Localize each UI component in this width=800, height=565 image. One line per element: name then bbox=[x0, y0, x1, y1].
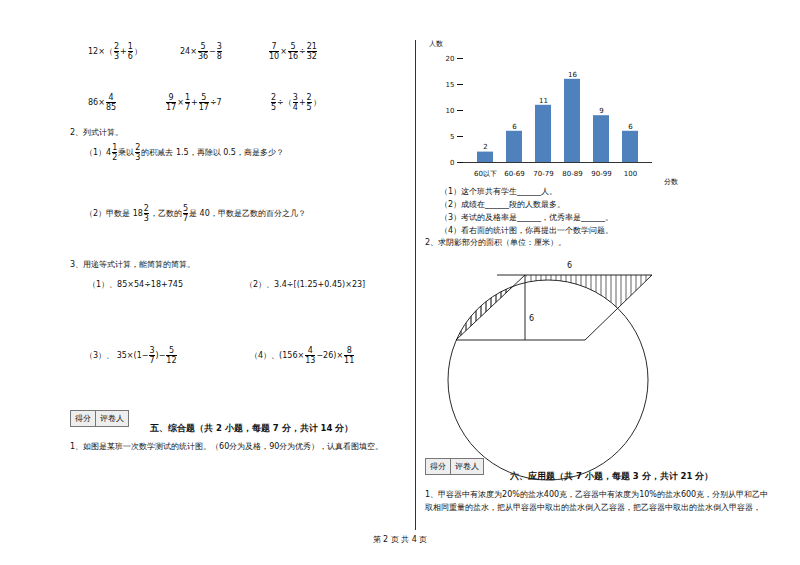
html-text:86×: 86× bbox=[88, 98, 105, 107]
html-text:5: 5 bbox=[306, 103, 312, 112]
html-text:六、应用题（共 7 小题，每题 3 分，共计 21 分）: 六、应用题（共 7 小题，每题 3 分，共计 21 分） bbox=[510, 471, 714, 481]
html-text:8: 8 bbox=[216, 52, 222, 61]
svg-text:分数: 分数 bbox=[664, 178, 678, 186]
html-text:12: 12 bbox=[166, 356, 177, 365]
html-text:3: 3 bbox=[216, 42, 222, 51]
html-text:（2）甲数是 18: （2）甲数是 18 bbox=[85, 209, 143, 218]
html-text:7: 7 bbox=[149, 356, 155, 365]
html-text:2: 2 bbox=[271, 93, 277, 102]
html-text:4: 4 bbox=[307, 346, 313, 355]
html-text:是 40，甲数是乙数的百分之几？: 是 40，甲数是乙数的百分之几？ bbox=[189, 209, 306, 218]
html-text:24×: 24× bbox=[180, 47, 197, 56]
html-text:5: 5 bbox=[271, 103, 277, 112]
html-text:6: 6 bbox=[567, 261, 573, 270]
html-text:3: 3 bbox=[143, 214, 149, 223]
svg-text:16: 16 bbox=[568, 71, 577, 79]
html-text:7: 7 bbox=[182, 214, 188, 223]
html-text:5: 5 bbox=[200, 42, 206, 51]
html-text:的积减去 1.5，再除以 0.5，商是多少？: 的积减去 1.5，再除以 0.5，商是多少？ bbox=[141, 148, 284, 157]
html-text:2: 2 bbox=[112, 153, 118, 162]
html-text:5: 5 bbox=[182, 204, 188, 213]
svg-text:100: 100 bbox=[624, 170, 637, 178]
svg-text:20: 20 bbox=[446, 55, 455, 63]
html-text:7: 7 bbox=[184, 103, 190, 112]
html-text:5: 5 bbox=[290, 42, 296, 51]
svg-text:9: 9 bbox=[599, 107, 603, 115]
html-text:1: 1 bbox=[127, 42, 133, 51]
svg-text:6: 6 bbox=[512, 123, 517, 131]
html-text:得分: 得分 bbox=[75, 414, 91, 423]
html-text:（3）考试的及格率是______，优秀率是______。: （3）考试的及格率是______，优秀率是______。 bbox=[440, 213, 614, 222]
svg-text:80-89: 80-89 bbox=[562, 170, 582, 178]
html-text:（4）、(156×: （4）、(156× bbox=[250, 351, 305, 360]
svg-text:70-79: 70-79 bbox=[533, 170, 553, 178]
html-text:12×（: 12×（ bbox=[88, 47, 113, 56]
html-text:（3）、 35×(1−: （3）、 35×(1− bbox=[85, 351, 149, 360]
html-text:5: 5 bbox=[168, 346, 174, 355]
html-text:3: 3 bbox=[149, 346, 155, 355]
html-text:评卷人: 评卷人 bbox=[455, 462, 479, 471]
html-text:9: 9 bbox=[168, 93, 174, 102]
svg-text:15: 15 bbox=[446, 81, 455, 89]
html-text:5: 5 bbox=[201, 93, 207, 102]
html-text:1: 1 bbox=[184, 93, 190, 102]
html-text:8: 8 bbox=[346, 346, 352, 355]
html-text:2、求阴影部分的面积（单位：厘米）。: 2、求阴影部分的面积（单位：厘米）。 bbox=[425, 238, 567, 247]
html-text:第 2 页 共 4 页: 第 2 页 共 4 页 bbox=[372, 535, 428, 544]
html-text:（1）这个班共有学生______人。: （1）这个班共有学生______人。 bbox=[440, 187, 558, 196]
svg-text:60-69: 60-69 bbox=[504, 170, 524, 178]
svg-text:5: 5 bbox=[450, 133, 454, 141]
html-text:（2）、3.4÷[(1.25+0.45)×23]: （2）、3.4÷[(1.25+0.45)×23] bbox=[245, 280, 366, 289]
html-text:得分: 得分 bbox=[430, 462, 446, 471]
html-text:7: 7 bbox=[271, 42, 277, 51]
svg-text:90-99: 90-99 bbox=[591, 170, 611, 178]
svg-text:人数: 人数 bbox=[429, 40, 443, 48]
html-text:32: 32 bbox=[306, 52, 317, 61]
html-text:2: 2 bbox=[306, 93, 312, 102]
html-text:（2）成绩在______段的人数最多。: （2）成绩在______段的人数最多。 bbox=[440, 200, 566, 209]
html-text:（4）看右面的统计图，你再提出一个数学问题。: （4）看右面的统计图，你再提出一个数学问题。 bbox=[440, 226, 614, 235]
html-text:2: 2 bbox=[135, 143, 141, 152]
html-text:2、列式计算。: 2、列式计算。 bbox=[70, 128, 124, 137]
html-text:4: 4 bbox=[108, 93, 114, 102]
html-text:4: 4 bbox=[292, 103, 298, 112]
svg-text:10: 10 bbox=[446, 107, 455, 115]
html-text:3: 3 bbox=[135, 153, 141, 162]
html-text:÷7: ÷7 bbox=[209, 98, 222, 107]
html-text:（1）、85×54÷18+745: （1）、85×54÷18+745 bbox=[88, 280, 183, 289]
html-text:1、甲容器中有浓度为20%的盐水400克，乙容器中有浓度为1: 1、甲容器中有浓度为20%的盐水400克，乙容器中有浓度为10%的盐水600克，… bbox=[425, 490, 769, 499]
html-text:3: 3 bbox=[113, 52, 119, 61]
html-text:2: 2 bbox=[113, 42, 119, 51]
html-text:取相同重量的盐水，把从甲容器中取出的盐水倒入乙容器，把乙容器: 取相同重量的盐水，把从甲容器中取出的盐水倒入乙容器，把乙容器中取出的盐水倒入甲容… bbox=[425, 503, 761, 512]
html-text:85: 85 bbox=[105, 103, 117, 112]
svg-text:2: 2 bbox=[483, 143, 487, 151]
svg-text:11: 11 bbox=[539, 97, 548, 105]
html-text:3: 3 bbox=[292, 93, 298, 102]
html-text:6: 6 bbox=[529, 314, 535, 323]
html-text:21: 21 bbox=[306, 42, 317, 51]
html-text:6: 6 bbox=[127, 52, 133, 61]
html-text:−26)×: −26)× bbox=[316, 351, 344, 360]
html-text:3、用递等式计算，能简算的简算。: 3、用递等式计算，能简算的简算。 bbox=[70, 260, 196, 269]
html-text:13: 13 bbox=[305, 356, 316, 365]
html-text:1: 1 bbox=[112, 143, 118, 152]
html-text:，乙数的: ，乙数的 bbox=[149, 209, 182, 218]
svg-text:6: 6 bbox=[628, 123, 633, 131]
html-text:17: 17 bbox=[166, 103, 177, 112]
html-text:16: 16 bbox=[287, 52, 299, 61]
html-text:（1）4: （1）4 bbox=[85, 148, 112, 157]
html-text:五、综合题（共 2 小题，每题 7 分，共计 14 分）: 五、综合题（共 2 小题，每题 7 分，共计 14 分） bbox=[150, 423, 354, 433]
html-text:2: 2 bbox=[143, 204, 149, 213]
svg-text:60以下: 60以下 bbox=[474, 170, 497, 178]
html-text:11: 11 bbox=[344, 356, 355, 365]
html-text:17: 17 bbox=[198, 103, 209, 112]
html-text:乘以: 乘以 bbox=[118, 148, 135, 157]
html-text:1、如图是某班一次数学测试的统计图。（60分为及格，90分为: 1、如图是某班一次数学测试的统计图。（60分为及格，90分为优秀），认真看图填空… bbox=[70, 442, 384, 451]
html-text:评卷人: 评卷人 bbox=[100, 414, 124, 423]
svg-text:0: 0 bbox=[450, 159, 454, 167]
html-text:36: 36 bbox=[197, 52, 209, 61]
html-text:10: 10 bbox=[269, 52, 280, 61]
